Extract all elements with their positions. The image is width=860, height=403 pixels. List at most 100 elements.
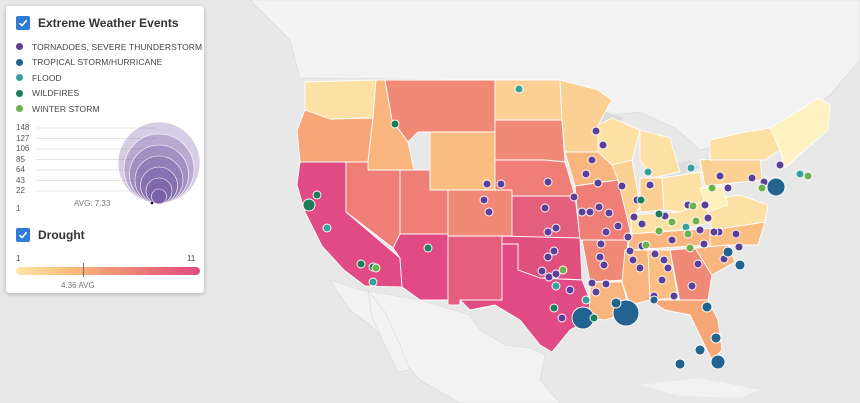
event-marker[interactable] [663, 263, 673, 273]
legend-item[interactable]: TROPICAL STORM/HURRICANE [16, 55, 202, 71]
event-marker[interactable] [795, 169, 805, 179]
event-marker[interactable] [701, 301, 713, 313]
event-marker[interactable] [657, 275, 667, 285]
event-marker[interactable] [650, 249, 660, 259]
event-marker[interactable] [479, 195, 489, 205]
event-marker[interactable] [591, 287, 601, 297]
event-marker[interactable] [595, 252, 605, 262]
event-marker[interactable] [710, 332, 722, 344]
event-marker[interactable] [537, 266, 547, 276]
event-marker[interactable] [596, 239, 606, 249]
event-marker[interactable] [551, 269, 561, 279]
legend-item[interactable]: TORNADOES, SEVERE THUNDERSTORM... [16, 39, 202, 55]
event-marker[interactable] [423, 243, 433, 253]
event-marker[interactable] [302, 198, 316, 212]
event-marker[interactable] [613, 221, 623, 231]
event-marker[interactable] [635, 263, 645, 273]
event-marker[interactable] [569, 192, 579, 202]
state-MI[interactable] [639, 129, 681, 179]
state-WA[interactable] [304, 79, 377, 120]
event-marker[interactable] [637, 219, 647, 229]
legend-item[interactable]: WILDFIRES [16, 86, 202, 102]
event-marker[interactable] [484, 207, 494, 217]
state-CO[interactable] [447, 189, 513, 237]
event-marker[interactable] [694, 344, 706, 356]
event-marker[interactable] [757, 183, 767, 193]
event-marker[interactable] [734, 242, 744, 252]
event-marker[interactable] [368, 277, 378, 287]
event-marker[interactable] [549, 246, 559, 256]
legend-item[interactable]: FLOOD [16, 70, 202, 86]
event-marker[interactable] [617, 181, 627, 191]
event-marker[interactable] [693, 259, 703, 269]
event-marker[interactable] [601, 227, 611, 237]
event-marker[interactable] [709, 227, 719, 237]
event-marker[interactable] [390, 119, 400, 129]
event-marker[interactable] [565, 285, 575, 295]
event-marker[interactable] [628, 255, 638, 265]
legend-item[interactable]: WINTER STORM [16, 101, 202, 117]
event-marker[interactable] [731, 229, 741, 239]
event-marker[interactable] [667, 217, 677, 227]
event-marker[interactable] [683, 229, 693, 239]
event-marker[interactable] [604, 208, 614, 218]
event-marker[interactable] [356, 259, 366, 269]
event-marker[interactable] [496, 179, 506, 189]
event-marker[interactable] [707, 183, 717, 193]
event-marker[interactable] [649, 295, 659, 305]
event-marker[interactable] [594, 202, 604, 212]
event-marker[interactable] [591, 126, 601, 136]
event-marker[interactable] [674, 358, 686, 370]
event-marker[interactable] [710, 354, 726, 370]
event-marker[interactable] [688, 201, 698, 211]
state-AL[interactable] [647, 249, 679, 301]
state-TX[interactable] [459, 243, 591, 353]
event-marker[interactable] [803, 171, 813, 181]
event-marker[interactable] [703, 213, 713, 223]
event-marker[interactable] [734, 259, 746, 271]
event-marker[interactable] [593, 178, 603, 188]
event-marker[interactable] [312, 190, 322, 200]
event-marker[interactable] [659, 255, 669, 265]
event-marker[interactable] [549, 303, 559, 313]
event-marker[interactable] [585, 207, 595, 217]
event-marker[interactable] [599, 260, 609, 270]
state-MS[interactable] [621, 249, 651, 306]
event-marker[interactable] [687, 281, 697, 291]
event-marker[interactable] [551, 281, 561, 291]
event-marker[interactable] [645, 180, 655, 190]
event-marker[interactable] [625, 246, 635, 256]
event-marker[interactable] [601, 279, 611, 289]
event-marker[interactable] [558, 265, 568, 275]
event-marker[interactable] [589, 313, 599, 323]
event-marker[interactable] [587, 278, 597, 288]
event-marker[interactable] [581, 295, 591, 305]
event-marker[interactable] [700, 200, 710, 210]
event-marker[interactable] [636, 195, 646, 205]
event-marker[interactable] [654, 226, 664, 236]
event-marker[interactable] [747, 173, 757, 183]
state-NE-REGION[interactable] [769, 97, 831, 169]
event-marker[interactable] [641, 240, 651, 250]
state-ND[interactable] [494, 79, 563, 121]
event-marker[interactable] [371, 263, 381, 273]
event-marker[interactable] [581, 169, 591, 179]
event-marker[interactable] [669, 291, 679, 301]
event-marker[interactable] [543, 177, 553, 187]
event-marker[interactable] [695, 225, 705, 235]
events-checkbox[interactable] [16, 16, 30, 30]
event-marker[interactable] [587, 155, 597, 165]
drought-section-header[interactable]: Drought [16, 228, 85, 242]
event-marker[interactable] [643, 167, 653, 177]
drought-checkbox[interactable] [16, 228, 30, 242]
state-NM[interactable] [447, 235, 503, 306]
event-marker[interactable] [686, 163, 696, 173]
event-marker[interactable] [723, 183, 733, 193]
event-marker[interactable] [775, 160, 785, 170]
event-marker[interactable] [543, 252, 553, 262]
event-marker[interactable] [623, 232, 633, 242]
event-marker[interactable] [577, 207, 587, 217]
event-marker[interactable] [610, 297, 622, 309]
event-marker[interactable] [685, 243, 695, 253]
